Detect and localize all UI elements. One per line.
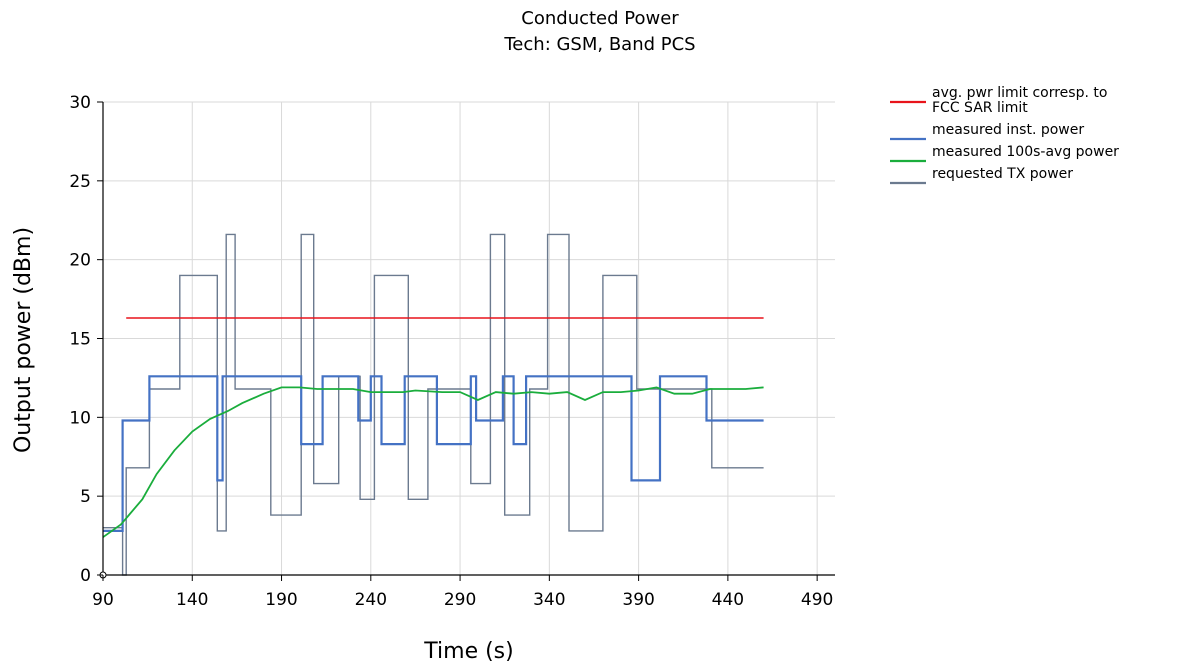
- x-tick-label: 490: [801, 590, 833, 610]
- y-tick-label: 20: [69, 251, 91, 271]
- chart-subtitle: Tech: GSM, Band PCS: [503, 34, 695, 55]
- series-line-2: [102, 386, 764, 538]
- x-tick-label: 240: [355, 590, 387, 610]
- tick-labels: 90 140 190 240 290 340 390 440 490 0 5 10 15 20 25 30: [69, 93, 833, 610]
- x-tick-label: 340: [533, 590, 565, 610]
- series-line-3: [103, 233, 764, 576]
- y-tick-label: 15: [69, 330, 91, 350]
- legend-label-line: requested TX power: [932, 166, 1073, 182]
- y-tick-label: 25: [69, 172, 91, 192]
- grid-layer: [103, 101, 835, 575]
- chart-title: Conducted Power: [521, 8, 679, 29]
- axes-layer: [97, 101, 835, 581]
- legend-label: requested TX power: [932, 166, 1073, 182]
- y-tick-label: 30: [69, 93, 91, 113]
- series-layer: [102, 233, 764, 576]
- x-tick-label: 290: [444, 590, 476, 610]
- x-tick-label: 140: [176, 590, 208, 610]
- legend: avg. pwr limit corresp. to FCC SAR limit m…: [890, 85, 1119, 185]
- legend-label-line: measured 100s-avg power: [932, 144, 1119, 160]
- legend-label-line: FCC SAR limit: [932, 100, 1028, 116]
- x-tick-label: 440: [712, 590, 744, 610]
- x-tick-label: 90: [92, 590, 114, 610]
- y-axis-title: Output power (dBm): [11, 227, 36, 453]
- y-tick-label: 0: [80, 566, 91, 586]
- legend-label-line: avg. pwr limit corresp. to: [932, 85, 1107, 101]
- legend-label: measured inst. power: [932, 122, 1084, 138]
- legend-label: avg. pwr limit corresp. to FCC SAR limit: [932, 85, 1107, 116]
- series-line-1: [103, 375, 764, 533]
- x-tick-label: 190: [265, 590, 297, 610]
- x-axis-title: Time (s): [423, 639, 513, 664]
- y-tick-label: 10: [69, 408, 91, 428]
- legend-label-line: measured inst. power: [932, 122, 1084, 138]
- legend-label: measured 100s-avg power: [932, 144, 1119, 160]
- y-tick-label: 5: [80, 487, 91, 507]
- x-tick-label: 390: [622, 590, 654, 610]
